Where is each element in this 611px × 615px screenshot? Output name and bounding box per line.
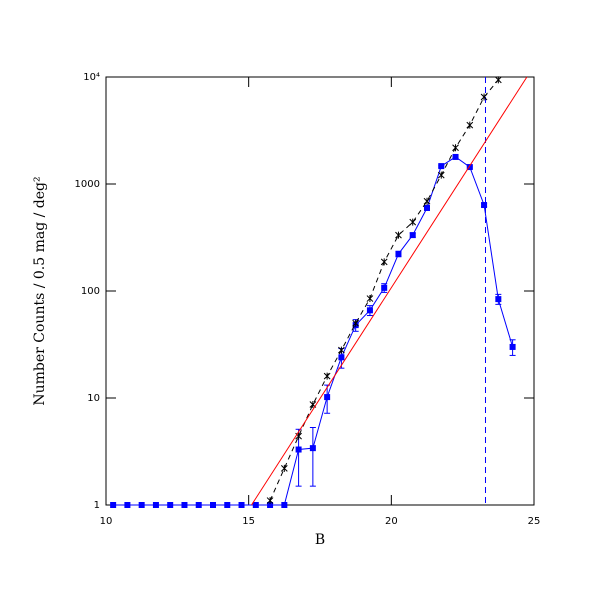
series-line bbox=[251, 76, 528, 506]
point bbox=[494, 76, 502, 84]
point bbox=[466, 121, 474, 129]
point bbox=[481, 202, 488, 209]
point bbox=[295, 432, 302, 440]
point bbox=[466, 164, 473, 171]
point bbox=[238, 502, 245, 508]
point bbox=[409, 218, 417, 226]
point bbox=[395, 250, 402, 257]
point bbox=[167, 502, 174, 508]
point bbox=[509, 343, 516, 350]
point bbox=[338, 354, 345, 361]
point bbox=[295, 446, 302, 453]
y-tick-label: 10 bbox=[87, 393, 100, 404]
point bbox=[138, 502, 145, 508]
y-tick-label: 100 bbox=[81, 286, 100, 297]
x-tick-label: 25 bbox=[528, 516, 541, 527]
point bbox=[224, 502, 231, 508]
point bbox=[267, 502, 274, 508]
point bbox=[152, 502, 159, 508]
point bbox=[252, 502, 259, 508]
point bbox=[324, 394, 331, 401]
point bbox=[381, 284, 388, 291]
point bbox=[210, 502, 216, 508]
x-tick-label: 10 bbox=[100, 516, 113, 527]
point bbox=[110, 502, 117, 508]
plot-frame bbox=[105, 76, 535, 506]
point bbox=[438, 163, 445, 170]
point bbox=[452, 153, 459, 160]
y-axis-label: Number Counts / 0.5 mag / deg² bbox=[32, 176, 48, 405]
point bbox=[366, 295, 374, 303]
x-tick-label: 15 bbox=[242, 516, 255, 527]
point bbox=[437, 171, 445, 179]
point bbox=[395, 231, 402, 239]
point bbox=[480, 93, 488, 101]
point bbox=[181, 502, 188, 508]
point bbox=[423, 197, 431, 205]
point bbox=[495, 296, 502, 303]
point bbox=[452, 144, 459, 152]
point bbox=[124, 502, 131, 508]
point bbox=[409, 232, 416, 239]
point bbox=[281, 502, 288, 508]
y-tick-label: 1000 bbox=[75, 179, 100, 190]
y-tick-label: 10⁴ bbox=[83, 72, 100, 83]
x-tick-label: 20 bbox=[385, 516, 398, 527]
point bbox=[338, 346, 345, 354]
point bbox=[309, 445, 316, 452]
point bbox=[352, 319, 360, 327]
point bbox=[323, 372, 331, 380]
point bbox=[280, 464, 288, 472]
point bbox=[380, 258, 388, 266]
point bbox=[366, 307, 373, 314]
point bbox=[195, 502, 202, 508]
y-tick-label: 1 bbox=[94, 500, 100, 511]
point bbox=[424, 204, 430, 211]
x-axis-label: B bbox=[315, 532, 325, 548]
point bbox=[266, 497, 274, 505]
